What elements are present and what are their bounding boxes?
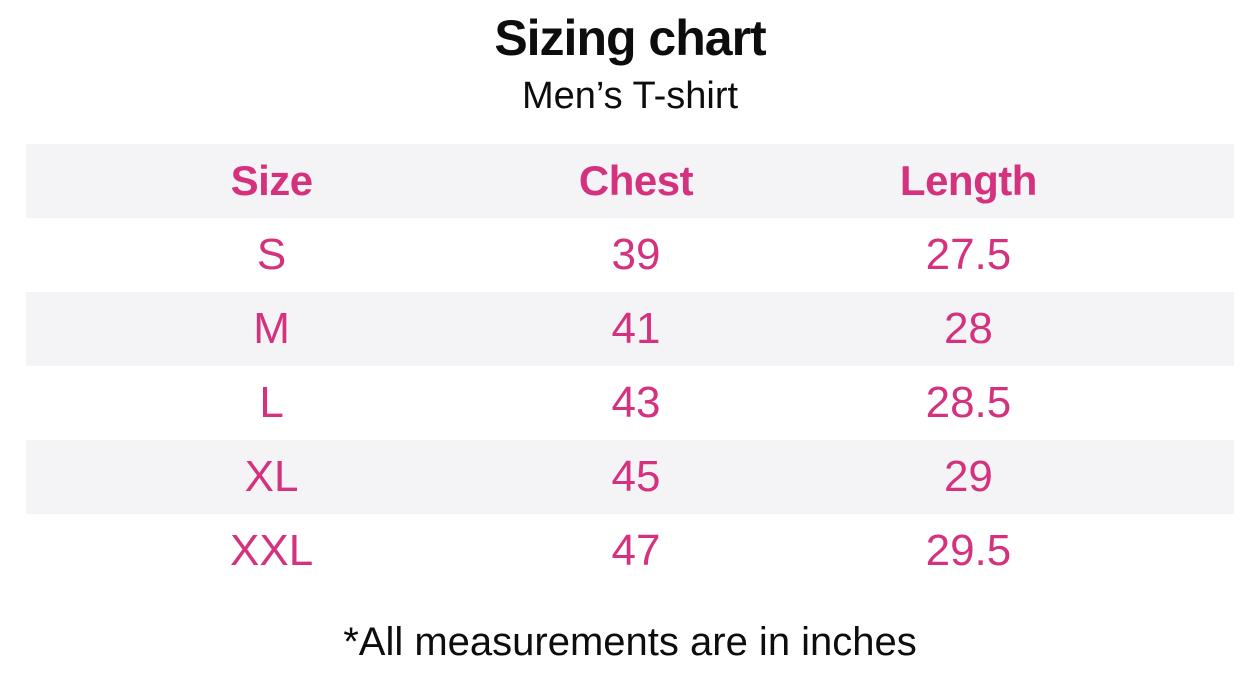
length-cell: 28 xyxy=(943,304,993,354)
size-cell: S xyxy=(256,230,287,280)
chest-cell: 41 xyxy=(611,304,661,354)
length-cell: 27.5 xyxy=(925,230,1012,280)
length-cell: 28.5 xyxy=(925,378,1012,428)
length-cell: 29 xyxy=(943,452,993,502)
size-cell: M xyxy=(253,304,290,354)
size-cell: XL xyxy=(244,452,299,502)
table-row-xxl: XXL 47 29.5 xyxy=(26,514,1234,588)
chest-cell: 39 xyxy=(611,230,661,280)
table-header-row: Size Chest Length xyxy=(26,144,1234,219)
page-title: Sizing chart xyxy=(494,10,766,66)
table-row-s: S 39 27.5 xyxy=(26,218,1234,292)
chest-cell: 43 xyxy=(611,378,661,428)
table-row-l: L 43 28.5 xyxy=(26,366,1234,440)
sizing-table: Size Chest Length S 39 27.5 M 41 28 L 43… xyxy=(26,144,1234,588)
measurements-footnote: *All measurements are in inches xyxy=(343,620,917,665)
chest-cell: 47 xyxy=(611,526,661,576)
size-cell: XXL xyxy=(230,526,314,576)
length-cell: 29.5 xyxy=(925,526,1012,576)
page-subtitle: Men’s T-shirt xyxy=(521,74,739,117)
size-cell: L xyxy=(259,378,284,428)
table-row-xl: XL 45 29 xyxy=(26,440,1234,515)
column-header-size: Size xyxy=(230,157,314,205)
table-row-m: M 41 28 xyxy=(26,292,1234,367)
column-header-chest: Chest xyxy=(578,157,694,205)
chest-cell: 45 xyxy=(611,452,661,502)
column-header-length: Length xyxy=(899,157,1037,205)
